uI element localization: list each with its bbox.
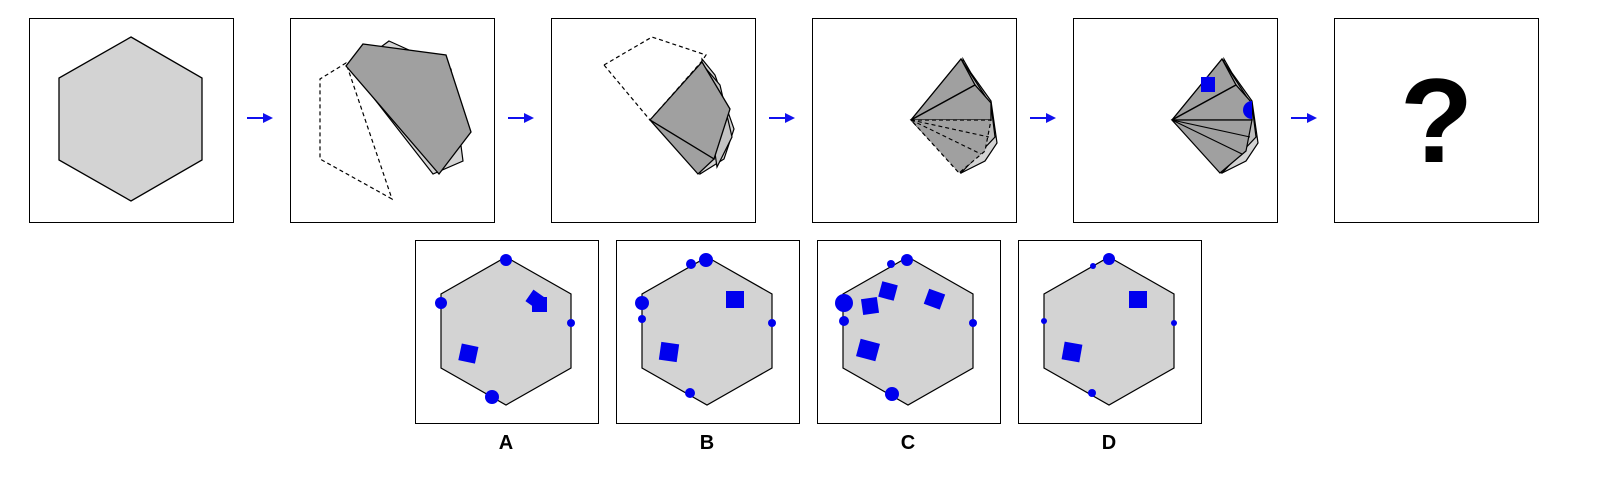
arrow-3 xyxy=(768,111,796,130)
hole-square xyxy=(1061,341,1083,363)
question-mark: ? xyxy=(1399,53,1474,188)
step-4-panel xyxy=(812,18,1017,223)
hole-circle xyxy=(685,388,695,398)
hole-circle xyxy=(901,254,913,266)
step-1-panel xyxy=(29,18,234,223)
hole-circle xyxy=(768,319,776,327)
unfolded-hexagon xyxy=(842,256,974,406)
hole-circle xyxy=(887,260,895,268)
option-c-label[interactable]: C xyxy=(900,432,916,454)
step-2-panel xyxy=(290,18,495,223)
step-4-figure xyxy=(909,56,998,174)
option-b-label[interactable]: B xyxy=(699,432,715,454)
arrow-4 xyxy=(1029,111,1057,130)
hole-circle xyxy=(1088,389,1096,397)
unfolded-hexagon xyxy=(1043,256,1175,406)
step-1-figure xyxy=(58,36,203,202)
hole-square xyxy=(1129,291,1147,308)
step-3-panel xyxy=(551,18,756,223)
option-c-panel[interactable] xyxy=(817,240,1001,424)
previous-outline-dashed xyxy=(603,36,707,121)
hole-circle xyxy=(699,253,713,267)
option-a-panel[interactable] xyxy=(415,240,599,424)
hole-circle xyxy=(1041,318,1047,324)
hole-circle xyxy=(638,315,646,323)
hole-circle xyxy=(839,316,849,326)
original-outline-dashed xyxy=(319,62,394,201)
option-b-panel[interactable] xyxy=(616,240,800,424)
hole-circle xyxy=(1090,263,1096,269)
folded-lower xyxy=(1170,119,1253,174)
hole-square xyxy=(532,297,547,312)
hole-circle xyxy=(1103,253,1115,265)
punch-square-hole-body xyxy=(1201,77,1215,92)
folded-flap-lower xyxy=(649,119,716,175)
hole-circle xyxy=(635,296,649,310)
hole-square xyxy=(458,343,479,364)
option-d-label[interactable]: D xyxy=(1101,432,1117,454)
hole-circle xyxy=(1171,320,1177,326)
hole-circle xyxy=(435,297,447,309)
hole-circle xyxy=(885,387,899,401)
hole-circle xyxy=(835,294,853,312)
dashed-lower xyxy=(909,119,992,174)
step-5-figure xyxy=(1170,56,1259,174)
option-d-panel[interactable] xyxy=(1018,240,1202,424)
option-a-figure xyxy=(435,254,575,406)
hole-square xyxy=(856,338,880,362)
folded-flap xyxy=(345,43,472,176)
option-b-figure xyxy=(635,253,776,406)
arrow-5 xyxy=(1290,111,1318,130)
hole-square xyxy=(726,291,744,308)
step-5-panel xyxy=(1073,18,1278,223)
question-panel: ? xyxy=(1334,18,1539,223)
unfolded-hexagon xyxy=(641,256,773,406)
hole-circle xyxy=(485,390,499,404)
option-d-figure xyxy=(1041,253,1177,406)
hole-circle xyxy=(969,319,977,327)
hole-circle xyxy=(686,259,696,269)
step-3-figure xyxy=(603,36,735,176)
step-2-figure xyxy=(319,40,472,201)
hole-square xyxy=(878,281,898,301)
flat-hexagon xyxy=(58,36,203,202)
option-a-label[interactable]: A xyxy=(498,432,514,454)
hole-circle xyxy=(500,254,512,266)
hole-circle xyxy=(567,319,575,327)
hole-square xyxy=(923,288,946,310)
unfolded-hexagon xyxy=(440,256,572,406)
hole-square xyxy=(860,296,880,316)
arrow-1 xyxy=(246,111,274,130)
arrow-2 xyxy=(507,111,535,130)
punch-circle-hole xyxy=(1243,101,1252,119)
hole-square xyxy=(658,341,680,363)
option-c-figure xyxy=(835,254,977,406)
